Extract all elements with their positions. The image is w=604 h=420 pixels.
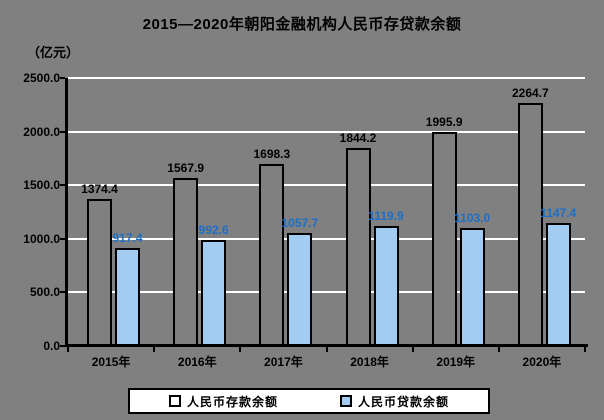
gridline [68, 184, 585, 187]
deposit-value-label: 1995.9 [425, 115, 463, 130]
deposit-value-label: 2264.7 [511, 86, 549, 101]
x-category-label: 2017年 [264, 355, 303, 369]
y-tick-label: 500.0 [29, 285, 60, 300]
deposit-value-label: 1567.9 [167, 160, 205, 175]
deposit-bar [259, 163, 285, 346]
x-category-label: 2016年 [177, 355, 217, 369]
loan-value-label: 917.4 [112, 230, 143, 245]
y-axis-unit-label: （亿元） [27, 45, 80, 60]
loan-value-label: 1103.0 [454, 210, 491, 225]
legend: 人民币存款余额 人民币贷款余额 [128, 388, 490, 414]
deposit-bar [345, 148, 371, 346]
loan-bar [373, 225, 399, 346]
x-axis-tick [497, 347, 500, 352]
x-category-label: 2019年 [436, 355, 476, 369]
deposit-legend-label: 人民币存款余额 [186, 394, 278, 409]
y-axis-tick [60, 345, 65, 347]
y-tick-label: 2000.0 [23, 124, 60, 139]
loan-legend-label: 人民币贷款余额 [358, 394, 450, 409]
y-tick-label: 2500.0 [23, 71, 60, 85]
y-tick-label: 0.0 [43, 339, 60, 353]
y-axis-tick [60, 184, 65, 187]
y-axis-tick [60, 130, 65, 133]
x-axis-tick [239, 347, 242, 352]
legend-item-deposit: 人民币存款余额 [168, 393, 278, 410]
deposit-bar [431, 132, 457, 346]
deposit-bar [173, 177, 199, 346]
deposit-value-label: 1374.4 [81, 181, 118, 196]
y-axis-tick [60, 77, 65, 79]
x-axis-tick [411, 347, 414, 352]
x-axis-tick [325, 347, 328, 352]
loan-legend-swatch [340, 395, 352, 407]
loan-bar [115, 247, 140, 346]
loan-value-label: 1147.4 [540, 205, 577, 220]
loan-value-label: 992.6 [198, 222, 229, 237]
gridline [68, 237, 585, 240]
deposit-bar [517, 103, 543, 346]
x-category-label: 2020年 [522, 355, 562, 369]
y-axis-tick [60, 291, 65, 294]
loan-bar [545, 222, 571, 346]
y-axis-tick [60, 237, 65, 240]
gridline [68, 291, 585, 294]
plot-area [65, 77, 585, 346]
deposit-value-label: 1698.3 [253, 146, 291, 161]
y-tick-label: 1500.0 [23, 178, 60, 193]
gridline [68, 77, 585, 79]
deposit-legend-swatch [168, 395, 181, 407]
y-axis [65, 78, 68, 346]
x-axis-tick [67, 347, 69, 352]
loan-bar [459, 227, 485, 346]
x-category-label: 2015年 [91, 355, 131, 369]
x-axis-tick [584, 347, 586, 352]
x-category-label: 2018年 [350, 355, 389, 369]
x-axis [65, 344, 588, 347]
loan-value-label: 1119.9 [368, 208, 404, 223]
deposit-value-label: 1844.2 [339, 131, 377, 146]
chart-title: 2015—2020年朝阳金融机构人民币存贷款余额 [142, 16, 462, 33]
loan-bar [201, 239, 227, 346]
gridline [68, 130, 585, 133]
loan-value-label: 1057.7 [281, 215, 319, 230]
y-tick-label: 1000.0 [23, 231, 60, 246]
deposit-bar [87, 198, 112, 346]
loan-bar [287, 232, 313, 346]
legend-item-loan: 人民币贷款余额 [340, 393, 449, 410]
x-axis-tick [153, 347, 156, 352]
